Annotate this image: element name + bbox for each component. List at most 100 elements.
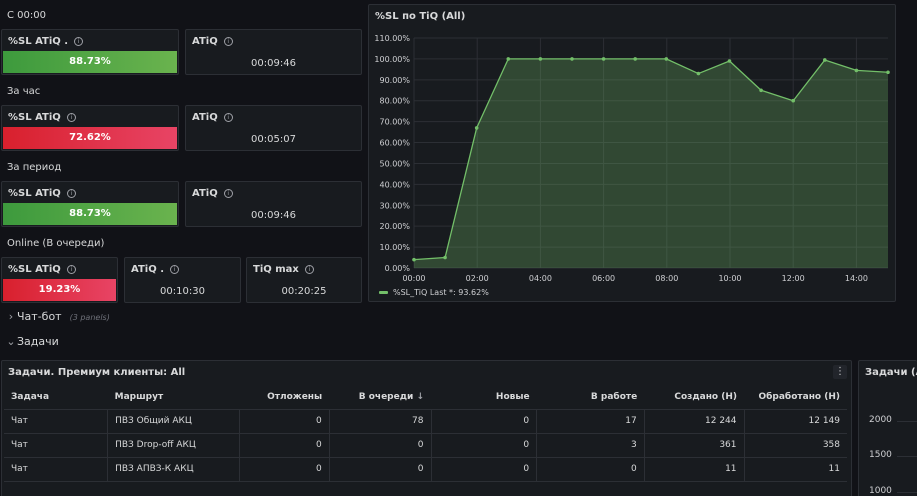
tasks-table-title: Задачи. Премиум клиенты: All xyxy=(8,367,186,378)
data-point xyxy=(664,57,669,61)
atiq-panel-today[interactable]: ATiQ i 00:09:46 xyxy=(185,29,362,75)
tiq-max-panel-online[interactable]: TiQ max i 00:20:25 xyxy=(246,257,362,303)
atiq-value: 00:10:30 xyxy=(160,286,205,297)
data-point xyxy=(570,57,574,61)
sort-desc-icon: ↓ xyxy=(416,391,424,402)
column-header-task[interactable]: Задача xyxy=(4,385,108,410)
data-point xyxy=(601,57,606,61)
info-icon[interactable]: i xyxy=(223,37,233,46)
data-point xyxy=(696,71,701,76)
row-chatbot[interactable]: › Чат-бот (3 panels) xyxy=(5,310,917,330)
y-tick-label: 1500 xyxy=(869,450,892,460)
info-icon[interactable]: i xyxy=(170,265,179,274)
sl-atiq-panel-today[interactable]: %SL ATiQ . i 88.73% xyxy=(1,29,179,75)
column-header-created[interactable]: Создано (Н) xyxy=(644,385,745,410)
row-chatbot-hint: (3 panels) xyxy=(69,313,110,322)
tasks-table: Задача Маршрут Отложены В очереди ↓ Новы… xyxy=(4,385,847,482)
y-tick-label: 2000 xyxy=(869,415,892,425)
cell-task: Чат xyxy=(4,433,109,458)
sl-tiq-chart[interactable]: 0.00% 10.00% 20.00% 30.00% 40.00% 50.00% 60.00… xyxy=(369,5,895,301)
data-point xyxy=(506,57,511,61)
atiq-value: 00:09:46 xyxy=(251,210,296,221)
grid-line xyxy=(897,456,917,457)
panel-menu-icon[interactable]: ⋮ xyxy=(833,365,847,379)
column-header-in-queue-label: В очереди xyxy=(358,391,414,402)
y-tick-label: 20.00% xyxy=(379,222,410,231)
table-header-row: Задача Маршрут Отложены В очереди ↓ Новы… xyxy=(4,385,847,410)
column-header-deferred[interactable]: Отложены xyxy=(239,385,330,410)
column-header-in-progress[interactable]: В работе xyxy=(536,385,645,410)
sl-tiq-chart-panel[interactable]: %SL по TiQ (All) 0.00% 10.00% 20.00% 30.00%… xyxy=(368,4,896,302)
table-row[interactable]: Чат ПВЗ АПВЗ-К АКЦ 0 0 0 0 11 11 xyxy=(4,457,847,482)
cell-in-queue: 78 xyxy=(329,409,432,434)
y-tick-label: 0.00% xyxy=(385,264,411,273)
info-icon[interactable]: i xyxy=(304,265,314,274)
series-area xyxy=(414,58,888,269)
x-tick-label: 14:00 xyxy=(845,274,868,283)
data-point xyxy=(791,98,795,103)
panel-title: ATiQ xyxy=(192,36,218,47)
cell-in-progress: 17 xyxy=(536,409,645,434)
section-per-hour: За час xyxy=(7,86,41,97)
info-icon[interactable]: i xyxy=(66,113,76,122)
row-tasks[interactable]: ⌄Задачи xyxy=(5,335,917,355)
cell-processed: 12 149 xyxy=(744,409,847,434)
sl-atiq-panel-hour[interactable]: %SL ATiQ i 72.62% xyxy=(1,105,179,151)
cell-task: Чат xyxy=(4,457,109,482)
sl-atiq-panel-online[interactable]: %SL ATiQ i 19.23% xyxy=(1,257,118,303)
info-icon[interactable]: i xyxy=(223,113,233,122)
table-row[interactable]: Чат ПВЗ Общий АКЦ 0 78 0 17 12 244 12 14… xyxy=(4,409,847,434)
series-line xyxy=(413,58,889,261)
sl-atiq-panel-period[interactable]: %SL ATiQ i 88.73% xyxy=(1,181,179,227)
tasks-all-panel[interactable]: Задачи (All) 2000 1500 1000 xyxy=(858,360,917,496)
info-icon[interactable]: i xyxy=(66,189,76,198)
data-point xyxy=(412,257,416,262)
data-point xyxy=(538,57,543,61)
section-since-midnight: С 00:00 xyxy=(7,10,46,21)
panel-title: %SL ATiQ xyxy=(8,188,61,199)
y-tick-label: 1000 xyxy=(869,486,892,496)
y-tick-label: 50.00% xyxy=(379,159,410,168)
atiq-panel-period[interactable]: ATiQ i 00:09:46 xyxy=(185,181,362,227)
cell-new: 0 xyxy=(431,433,538,458)
x-tick-label: 12:00 xyxy=(782,274,805,283)
row-tasks-label: Задачи xyxy=(17,335,59,348)
cell-new: 0 xyxy=(431,409,538,434)
tiq-max-value: 00:20:25 xyxy=(281,286,327,297)
cell-in-queue: 0 xyxy=(329,457,432,482)
y-tick-label: 40.00% xyxy=(379,180,410,189)
chevron-down-icon: ⌄ xyxy=(6,335,16,348)
info-icon[interactable]: i xyxy=(66,265,76,274)
column-header-processed[interactable]: Обработано (Н) xyxy=(744,385,847,410)
sl-value-bar: 88.73% xyxy=(3,51,177,73)
y-tick-label: 90.00% xyxy=(379,76,410,85)
x-tick-label: 02:00 xyxy=(466,274,489,283)
tasks-table-panel[interactable]: Задачи. Премиум клиенты: All ⋮ Задача Ма… xyxy=(1,360,852,496)
y-tick-label: 70.00% xyxy=(379,118,410,127)
atiq-panel-hour[interactable]: ATiQ i 00:05:07 xyxy=(185,105,362,151)
x-tick-label: 00:00 xyxy=(402,274,425,283)
data-point xyxy=(759,88,763,93)
info-icon[interactable]: i xyxy=(223,189,233,198)
atiq-value: 00:05:07 xyxy=(251,134,296,145)
cell-in-progress: 3 xyxy=(536,433,645,458)
atiq-panel-online[interactable]: ATiQ . i 00:10:30 xyxy=(124,257,241,303)
table-row[interactable]: Чат ПВЗ Drop-off АКЦ 0 0 0 3 361 358 xyxy=(4,433,847,458)
data-point xyxy=(854,68,859,73)
cell-route: ПВЗ Общий АКЦ xyxy=(107,409,240,434)
data-point xyxy=(474,126,479,130)
panel-title: %SL ATiQ xyxy=(8,264,61,275)
column-header-route[interactable]: Маршрут xyxy=(107,385,240,410)
x-tick-label: 08:00 xyxy=(655,274,678,283)
cell-route: ПВЗ Drop-off АКЦ xyxy=(107,433,240,458)
tasks-all-title: Задачи (All) xyxy=(865,367,917,378)
column-header-in-queue[interactable]: В очереди ↓ xyxy=(329,385,431,410)
cell-created: 11 xyxy=(644,457,745,482)
cell-processed: 11 xyxy=(744,457,847,482)
grid-line xyxy=(897,421,917,422)
cell-created: 12 244 xyxy=(644,409,745,434)
column-header-new[interactable]: Новые xyxy=(431,385,537,410)
info-icon[interactable]: i xyxy=(74,37,84,46)
cell-new: 0 xyxy=(431,457,538,482)
cell-in-progress: 0 xyxy=(536,457,645,482)
